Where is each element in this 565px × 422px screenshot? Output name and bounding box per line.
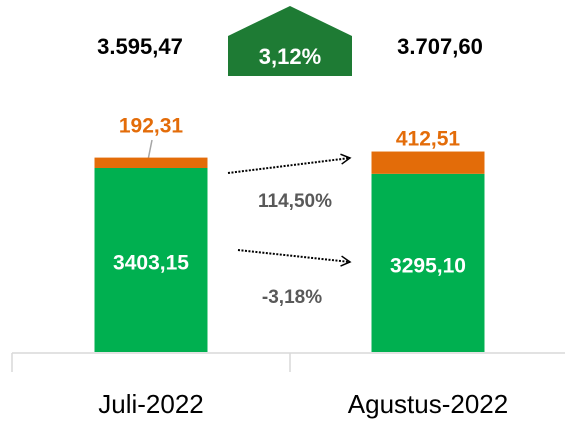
value-label: 192,31 xyxy=(119,115,184,138)
value-label: 3295,10 xyxy=(390,254,466,277)
change-badge xyxy=(228,6,352,76)
arrow xyxy=(227,153,352,174)
total-label: 3.707,60 xyxy=(397,34,483,59)
total-change: 3,12% xyxy=(259,44,321,69)
value-label: 412,51 xyxy=(396,128,461,151)
bar-segment xyxy=(94,157,208,168)
value-label: 3403,15 xyxy=(113,252,189,275)
arrow xyxy=(237,249,352,267)
change-label: 114,50% xyxy=(258,191,332,212)
total-label: 3.595,47 xyxy=(97,34,183,59)
leader-line xyxy=(147,139,153,161)
change-label: -3,18% xyxy=(262,287,322,308)
bar-segment xyxy=(371,151,485,174)
bar-segment xyxy=(94,167,208,352)
x-tick-label: Agustus-2022 xyxy=(348,389,508,419)
bar-segment xyxy=(371,173,485,352)
x-tick-label: Juli-2022 xyxy=(98,389,204,419)
